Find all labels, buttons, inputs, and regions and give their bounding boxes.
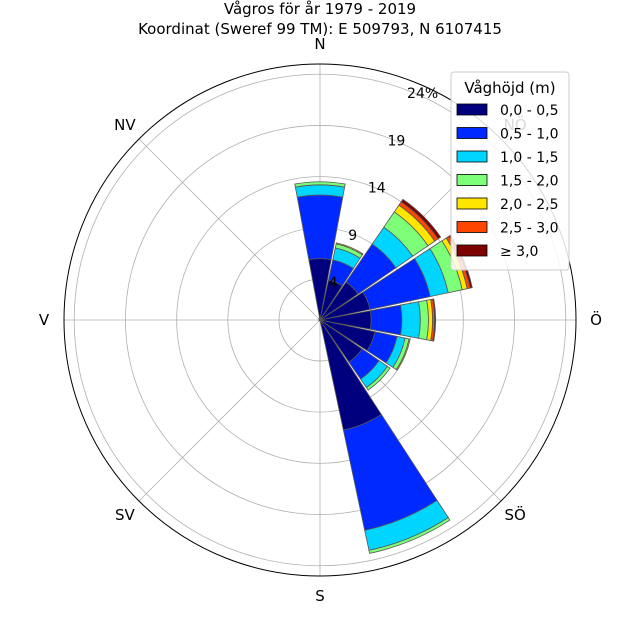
direction-label: SÖ <box>504 505 525 524</box>
direction-label: Ö <box>590 310 602 329</box>
direction-label: S <box>315 587 325 605</box>
radial-tick-label: 9 <box>348 228 357 244</box>
legend-label: 2,5 - 3,0 <box>500 221 558 237</box>
legend-label: 0,0 - 0,5 <box>500 103 558 119</box>
rose-segment <box>418 299 429 341</box>
rose-segment <box>369 304 403 336</box>
legend-swatch <box>456 174 488 186</box>
chart-title-line1: Vågros för år 1979 - 2019 <box>224 0 416 18</box>
rose-segment <box>294 184 346 198</box>
chart-title-line2: Koordinat (Sweref 99 TM): E 509793, N 61… <box>138 20 502 38</box>
rose-segment <box>400 198 442 240</box>
radial-tick-label: 24% <box>407 86 438 102</box>
legend-label: 1,0 - 1,5 <box>500 150 558 166</box>
direction-label: SV <box>115 506 136 524</box>
direction-label: NV <box>114 116 136 134</box>
rose-segment <box>400 301 421 339</box>
legend: Våghöjd (m) 0,0 - 0,5 0,5 - 1,0 1,0 - 1,5 1… <box>450 71 570 271</box>
rose-segment <box>318 317 321 321</box>
rose-segment <box>432 298 437 342</box>
legend-label: 1,5 - 2,0 <box>500 174 558 190</box>
legend-swatch <box>456 103 488 116</box>
legend-label: ≥ 3,0 <box>500 244 538 260</box>
radial-tick-labels: 4 9 14 19 24% <box>329 86 438 291</box>
legend-items: 0,0 - 0,5 0,5 - 1,0 1,0 - 1,5 1,5 - 2,0 2,0 … <box>456 103 558 260</box>
legend-swatch <box>456 150 488 163</box>
legend-swatch <box>456 221 488 233</box>
rose-segment <box>395 338 411 371</box>
grid-spoke <box>138 138 321 321</box>
legend-label: 2,0 - 2,5 <box>500 197 558 213</box>
legend-title: Våghöjd (m) <box>464 79 555 97</box>
rose-segment <box>335 242 364 256</box>
legend-swatch <box>456 244 488 257</box>
legend-frame <box>450 71 570 271</box>
outer-ring <box>63 63 577 577</box>
legend-swatch <box>456 197 488 210</box>
rose-segment <box>365 365 391 391</box>
direction-label: V <box>39 311 50 329</box>
legend-label: 0,5 - 1,0 <box>500 127 558 143</box>
legend-swatch <box>456 127 488 139</box>
rose-segment <box>368 516 451 554</box>
rose-segment <box>294 181 346 188</box>
grid-spoke <box>138 319 321 502</box>
radial-tick-label: 19 <box>387 133 405 149</box>
direction-label: N <box>314 35 325 53</box>
rose-sectors <box>294 181 473 554</box>
radial-tick-label: 14 <box>368 181 386 197</box>
radial-tick-label: 4 <box>329 275 338 291</box>
